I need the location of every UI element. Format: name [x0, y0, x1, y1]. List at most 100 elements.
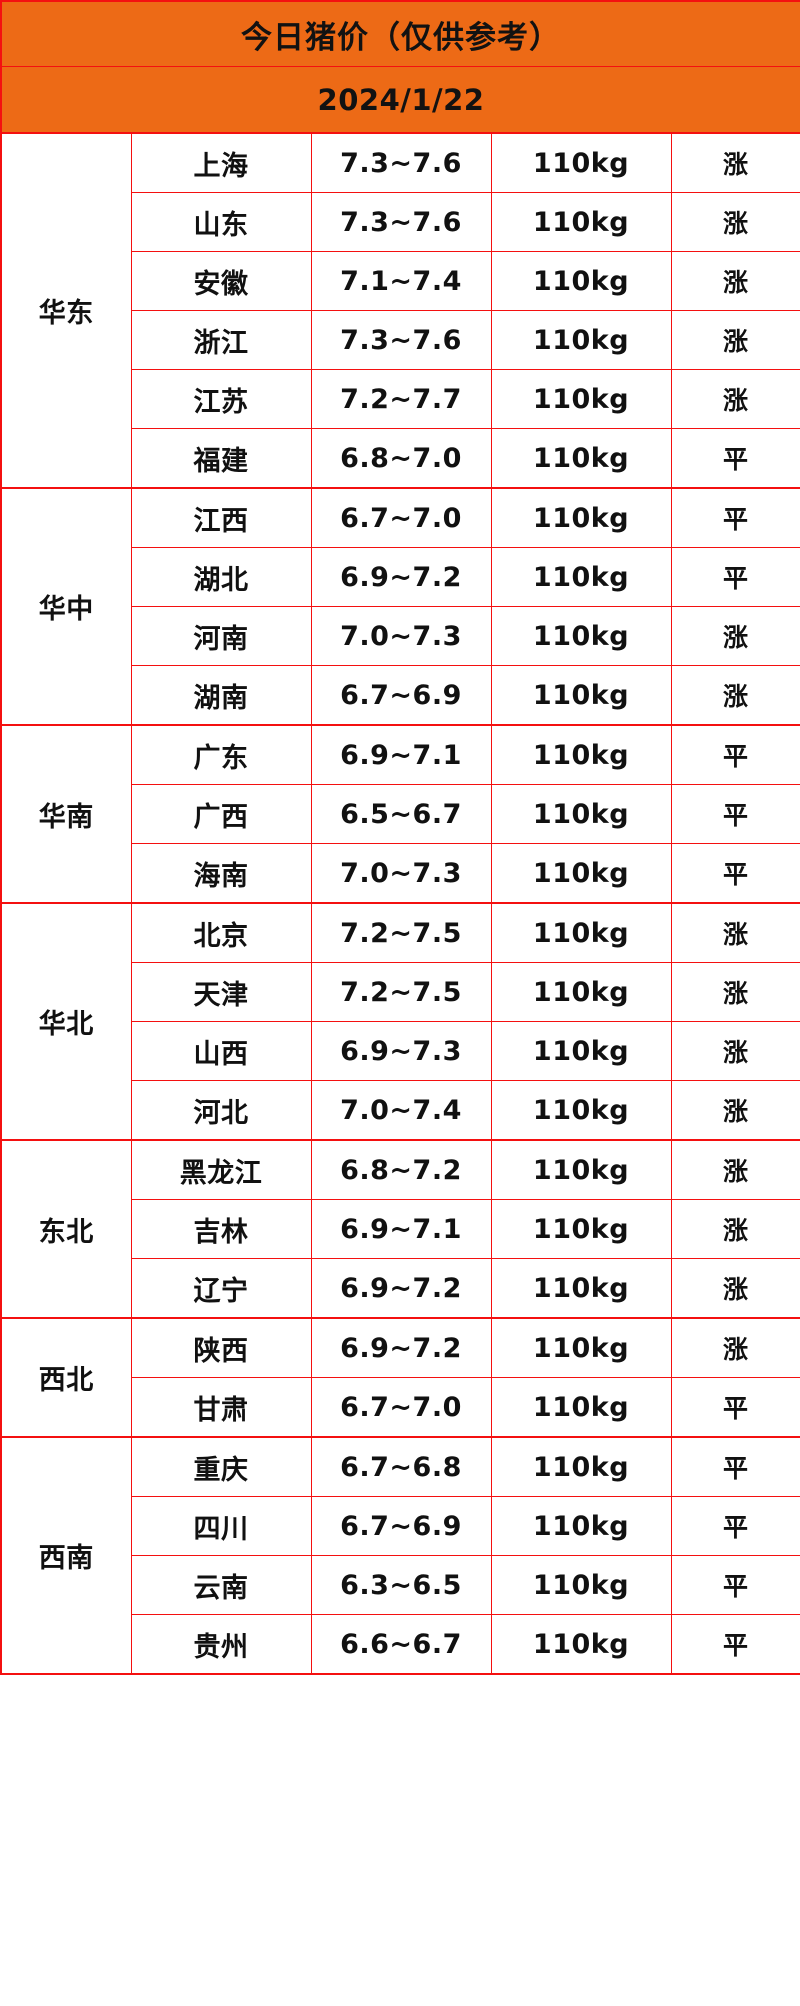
- weight-cell: 110kg: [490, 1258, 672, 1319]
- province-cell: 重庆: [130, 1436, 312, 1497]
- weight-cell: 110kg: [490, 1080, 672, 1141]
- province-cell: 云南: [130, 1555, 312, 1615]
- province-cell: 福建: [130, 428, 312, 489]
- province-cell: 贵州: [130, 1614, 312, 1675]
- weight-cell: 110kg: [490, 902, 672, 963]
- table-row: 华中 江西 6.7~7.0 110kg 平: [0, 487, 800, 726]
- trend-cell: 平: [670, 724, 800, 785]
- table-row: 辽宁 6.9~7.2 110kg 涨: [1, 1258, 800, 1319]
- trend-cell: 涨: [670, 1199, 800, 1259]
- price-cell: 6.8~7.0: [310, 428, 492, 489]
- trend-cell: 平: [670, 1436, 800, 1497]
- province-cell: 浙江: [130, 310, 312, 370]
- trend-cell: 平: [670, 547, 800, 607]
- trend-cell: 涨: [670, 962, 800, 1022]
- weight-cell: 110kg: [490, 1555, 672, 1615]
- province-cell: 河北: [130, 1080, 312, 1141]
- province-cell: 甘肃: [130, 1377, 312, 1438]
- province-cell: 海南: [130, 843, 312, 904]
- trend-cell: 涨: [670, 192, 800, 252]
- price-cell: 7.0~7.3: [310, 843, 492, 904]
- province-cell: 山东: [130, 192, 312, 252]
- weight-cell: 110kg: [490, 606, 672, 666]
- weight-cell: 110kg: [490, 251, 672, 311]
- table-row: 江苏 7.2~7.7 110kg 涨: [1, 369, 800, 429]
- price-cell: 7.3~7.6: [310, 310, 492, 370]
- weight-cell: 110kg: [490, 1021, 672, 1081]
- trend-cell: 涨: [670, 1258, 800, 1319]
- province-cell: 四川: [130, 1496, 312, 1556]
- trend-cell: 平: [670, 1496, 800, 1556]
- pig-price-table: 今日猪价（仅供参考） 2024/1/22 华东 上海 7.3~7.6 110kg 涨山东…: [0, 0, 800, 1675]
- trend-cell: 涨: [670, 665, 800, 726]
- province-cell: 陕西: [130, 1317, 312, 1378]
- table-row: 浙江 7.3~7.6 110kg 涨: [1, 310, 800, 370]
- price-cell: 6.9~7.3: [310, 1021, 492, 1081]
- region-cell: 华东: [0, 132, 132, 489]
- table-row: 海南 7.0~7.3 110kg 平: [1, 843, 800, 904]
- weight-cell: 110kg: [490, 843, 672, 904]
- trend-cell: 涨: [670, 310, 800, 370]
- table-row: 福建 6.8~7.0 110kg 平: [1, 428, 800, 489]
- weight-cell: 110kg: [490, 724, 672, 785]
- region-cell: 华北: [0, 902, 132, 1141]
- weight-cell: 110kg: [490, 1317, 672, 1378]
- table-row: 华北 北京 7.2~7.5 110kg 涨: [0, 902, 800, 1141]
- page-title: 今日猪价（仅供参考）: [0, 0, 800, 67]
- province-cell: 江西: [130, 487, 312, 548]
- province-cell: 辽宁: [130, 1258, 312, 1319]
- table-row: 西北 陕西 6.9~7.2 110kg 涨: [0, 1317, 800, 1438]
- province-cell: 江苏: [130, 369, 312, 429]
- table-row: 安徽 7.1~7.4 110kg 涨: [1, 251, 800, 311]
- price-cell: 7.3~7.6: [310, 192, 492, 252]
- province-cell: 河南: [130, 606, 312, 666]
- weight-cell: 110kg: [490, 1377, 672, 1438]
- table-row: 广西 6.5~6.7 110kg 平: [1, 784, 800, 844]
- date-label: 2024/1/22: [0, 66, 800, 134]
- province-cell: 湖南: [130, 665, 312, 726]
- weight-cell: 110kg: [490, 1139, 672, 1200]
- province-cell: 安徽: [130, 251, 312, 311]
- province-cell: 上海: [130, 132, 312, 193]
- weight-cell: 110kg: [490, 1199, 672, 1259]
- table-row: 湖南 6.7~6.9 110kg 涨: [1, 665, 800, 726]
- weight-cell: 110kg: [490, 1614, 672, 1675]
- price-cell: 6.9~7.1: [310, 724, 492, 785]
- region-cell: 西南: [0, 1436, 132, 1675]
- trend-cell: 平: [670, 784, 800, 844]
- price-cell: 6.9~7.2: [310, 1258, 492, 1319]
- price-cell: 6.7~6.9: [310, 665, 492, 726]
- table-row: 甘肃 6.7~7.0 110kg 平: [1, 1377, 800, 1438]
- trend-cell: 涨: [670, 1317, 800, 1378]
- region-cell: 西北: [0, 1317, 132, 1438]
- province-cell: 广东: [130, 724, 312, 785]
- table-row: 云南 6.3~6.5 110kg 平: [1, 1555, 800, 1615]
- weight-cell: 110kg: [490, 962, 672, 1022]
- trend-cell: 涨: [670, 1080, 800, 1141]
- price-cell: 6.7~6.8: [310, 1436, 492, 1497]
- trend-cell: 平: [670, 487, 800, 548]
- province-cell: 山西: [130, 1021, 312, 1081]
- weight-cell: 110kg: [490, 1436, 672, 1497]
- trend-cell: 涨: [670, 606, 800, 666]
- table-row: 吉林 6.9~7.1 110kg 涨: [1, 1199, 800, 1259]
- price-cell: 6.9~7.2: [310, 547, 492, 607]
- trend-cell: 涨: [670, 369, 800, 429]
- weight-cell: 110kg: [490, 1496, 672, 1556]
- province-cell: 吉林: [130, 1199, 312, 1259]
- trend-cell: 平: [670, 428, 800, 489]
- trend-cell: 平: [670, 843, 800, 904]
- trend-cell: 涨: [670, 902, 800, 963]
- trend-cell: 涨: [670, 1139, 800, 1200]
- price-cell: 7.2~7.5: [310, 902, 492, 963]
- trend-cell: 平: [670, 1377, 800, 1438]
- price-cell: 7.0~7.3: [310, 606, 492, 666]
- trend-cell: 平: [670, 1555, 800, 1615]
- trend-cell: 涨: [670, 1021, 800, 1081]
- price-cell: 6.9~7.1: [310, 1199, 492, 1259]
- weight-cell: 110kg: [490, 665, 672, 726]
- table-row: 贵州 6.6~6.7 110kg 平: [1, 1614, 800, 1675]
- province-cell: 广西: [130, 784, 312, 844]
- price-cell: 7.0~7.4: [310, 1080, 492, 1141]
